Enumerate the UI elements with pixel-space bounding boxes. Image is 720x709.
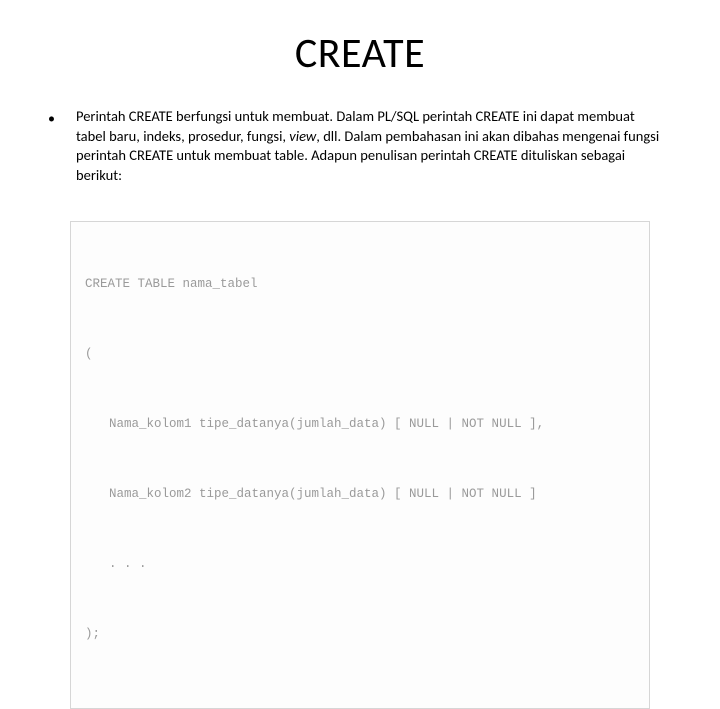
code-line: ( (85, 344, 635, 364)
code-line: CREATE TABLE nama_tabel (85, 274, 635, 294)
code-line: . . . (85, 554, 635, 574)
bullet-icon: • (48, 107, 58, 129)
code-line: Nama_kolom2 tipe_datanya(jumlah_data) [ … (85, 484, 635, 504)
paragraph-italic: view (289, 127, 316, 145)
slide-title: CREATE (40, 28, 680, 79)
code-line: Nama_kolom1 tipe_datanya(jumlah_data) [ … (85, 414, 635, 434)
code-box: CREATE TABLE nama_tabel ( Nama_kolom1 ti… (70, 221, 650, 709)
code-line: ); (85, 624, 635, 644)
body-paragraph: Perintah CREATE berfungsi untuk membuat.… (76, 107, 660, 185)
body-row: • Perintah CREATE berfungsi untuk membua… (40, 107, 680, 185)
slide-container: CREATE • Perintah CREATE berfungsi untuk… (0, 0, 720, 540)
